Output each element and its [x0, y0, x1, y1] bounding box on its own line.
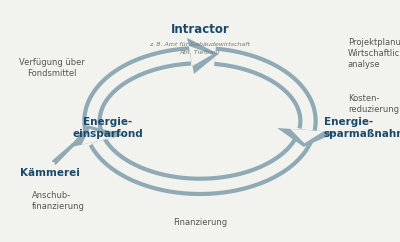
Text: Anschub-
finanzierung: Anschub- finanzierung: [32, 191, 85, 211]
Text: Finanzierung: Finanzierung: [173, 218, 227, 227]
Polygon shape: [189, 46, 212, 66]
Polygon shape: [69, 125, 126, 147]
Text: z. B. Amt für Gebäudewirtschaft: z. B. Amt für Gebäudewirtschaft: [150, 42, 250, 47]
Polygon shape: [187, 38, 218, 74]
Polygon shape: [290, 129, 324, 143]
Text: Energie-
sparmaßnahme: Energie- sparmaßnahme: [324, 117, 400, 139]
Text: Abt. Tiefbau): Abt. Tiefbau): [180, 50, 220, 55]
Polygon shape: [82, 129, 113, 145]
Text: Kosten-
reduzierung: Kosten- reduzierung: [348, 94, 399, 114]
Text: Energie-
einsparfond: Energie- einsparfond: [73, 117, 143, 139]
Text: Intractor: Intractor: [171, 23, 229, 36]
Text: Kämmerei: Kämmerei: [20, 168, 80, 178]
Text: Verfügung über
Fondsmittel: Verfügung über Fondsmittel: [19, 58, 85, 78]
Polygon shape: [277, 128, 337, 147]
Text: Projektplanung
Wirtschaftlichkeits-
analyse: Projektplanung Wirtschaftlichkeits- anal…: [348, 38, 400, 69]
